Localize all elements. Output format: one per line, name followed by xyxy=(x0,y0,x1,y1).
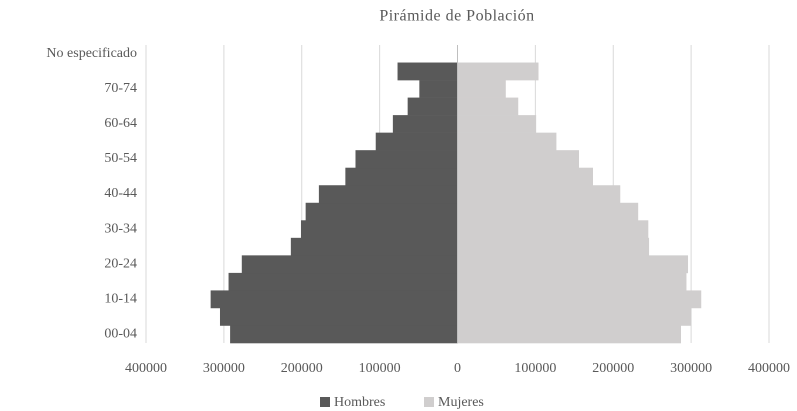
y-tick-label: 70-74 xyxy=(104,81,137,96)
x-tick-label: 300000 xyxy=(203,361,245,376)
bar xyxy=(230,325,458,344)
bar xyxy=(397,62,458,81)
bar xyxy=(228,272,458,291)
bar xyxy=(318,185,458,204)
x-tick-label: 400000 xyxy=(125,361,167,376)
bar xyxy=(290,237,458,256)
bar xyxy=(375,132,458,151)
bar xyxy=(457,237,650,256)
y-tick-label: 00-04 xyxy=(104,326,137,341)
bar xyxy=(457,132,557,151)
x-tick-label: 200000 xyxy=(281,361,323,376)
bar xyxy=(355,150,458,169)
x-tick-label: 100000 xyxy=(359,361,401,376)
bar xyxy=(457,255,689,274)
bar xyxy=(305,202,458,221)
bar xyxy=(219,307,458,326)
bar xyxy=(457,167,594,186)
bar xyxy=(392,115,458,133)
y-tick-label: 10-14 xyxy=(104,291,137,306)
y-tick-label: No especificado xyxy=(46,46,137,61)
bar xyxy=(457,290,702,309)
y-tick-label: 40-44 xyxy=(104,186,137,201)
y-tick-label: 60-64 xyxy=(104,116,137,131)
bar xyxy=(457,80,506,98)
bar xyxy=(300,220,458,239)
bar xyxy=(241,255,458,274)
bar xyxy=(457,150,579,169)
x-tick-label: 300000 xyxy=(670,361,712,376)
bar xyxy=(457,325,682,344)
bar xyxy=(457,220,649,239)
bar xyxy=(457,185,621,204)
legend-label: Mujeres xyxy=(438,395,484,410)
x-tick-label: 400000 xyxy=(748,361,790,376)
x-tick-label: 100000 xyxy=(514,361,556,376)
bar xyxy=(457,202,639,221)
bar xyxy=(345,167,458,186)
y-tick-label: 50-54 xyxy=(104,151,137,166)
bar xyxy=(457,272,687,291)
bar xyxy=(407,97,458,116)
bar xyxy=(210,290,458,309)
legend-swatch xyxy=(424,397,434,407)
legend-swatch xyxy=(320,397,330,407)
bar xyxy=(457,97,519,116)
y-tick-label: 30-34 xyxy=(104,221,137,236)
bar xyxy=(419,80,458,98)
x-tick-label: 0 xyxy=(454,361,461,376)
bar xyxy=(457,62,539,81)
bar xyxy=(457,307,692,326)
y-tick-label: 20-24 xyxy=(104,256,137,271)
x-tick-label: 200000 xyxy=(592,361,634,376)
legend-label: Hombres xyxy=(334,395,385,410)
bar xyxy=(457,115,537,133)
chart-title: Pirámide de Población xyxy=(379,8,534,25)
